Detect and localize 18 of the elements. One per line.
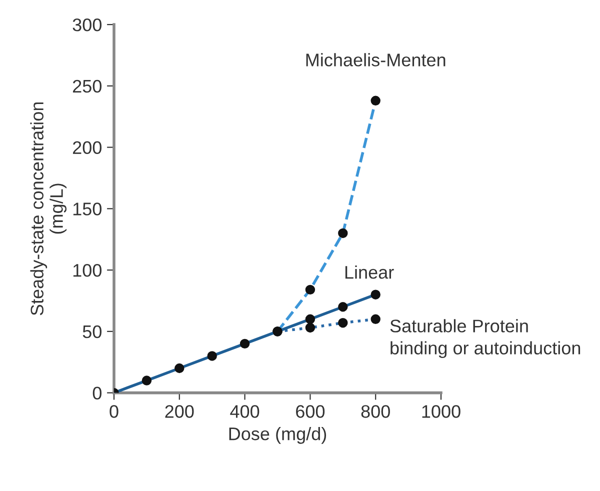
- x-tick-label: 1000: [422, 405, 460, 418]
- y-tick-label: 150: [73, 202, 102, 216]
- x-axis-title: Dose (mg/d): [229, 426, 326, 444]
- x-tick-label: 0: [110, 405, 118, 418]
- y-tick-label: 0: [92, 386, 102, 400]
- y-tick-label: 300: [72, 18, 102, 32]
- x-tick-label: 600: [296, 405, 325, 418]
- y-tick-label: 250: [72, 80, 102, 93]
- y-tick-label: 200: [72, 141, 102, 154]
- y-tick-label: 50: [82, 325, 102, 338]
- y-tick-label: 100: [73, 264, 102, 277]
- series-label: Saturable Protein binding or autoinduction: [390, 319, 580, 358]
- x-tick-label: 400: [230, 405, 260, 418]
- text: Michaelis-Menten: [306, 53, 446, 66]
- series-label: Linear: [345, 265, 394, 279]
- x-tick-label: 200: [165, 405, 194, 418]
- y-axis-title: Steady-state concentration (mg/L): [30, 102, 67, 316]
- x-tick-label: 800: [361, 405, 390, 418]
